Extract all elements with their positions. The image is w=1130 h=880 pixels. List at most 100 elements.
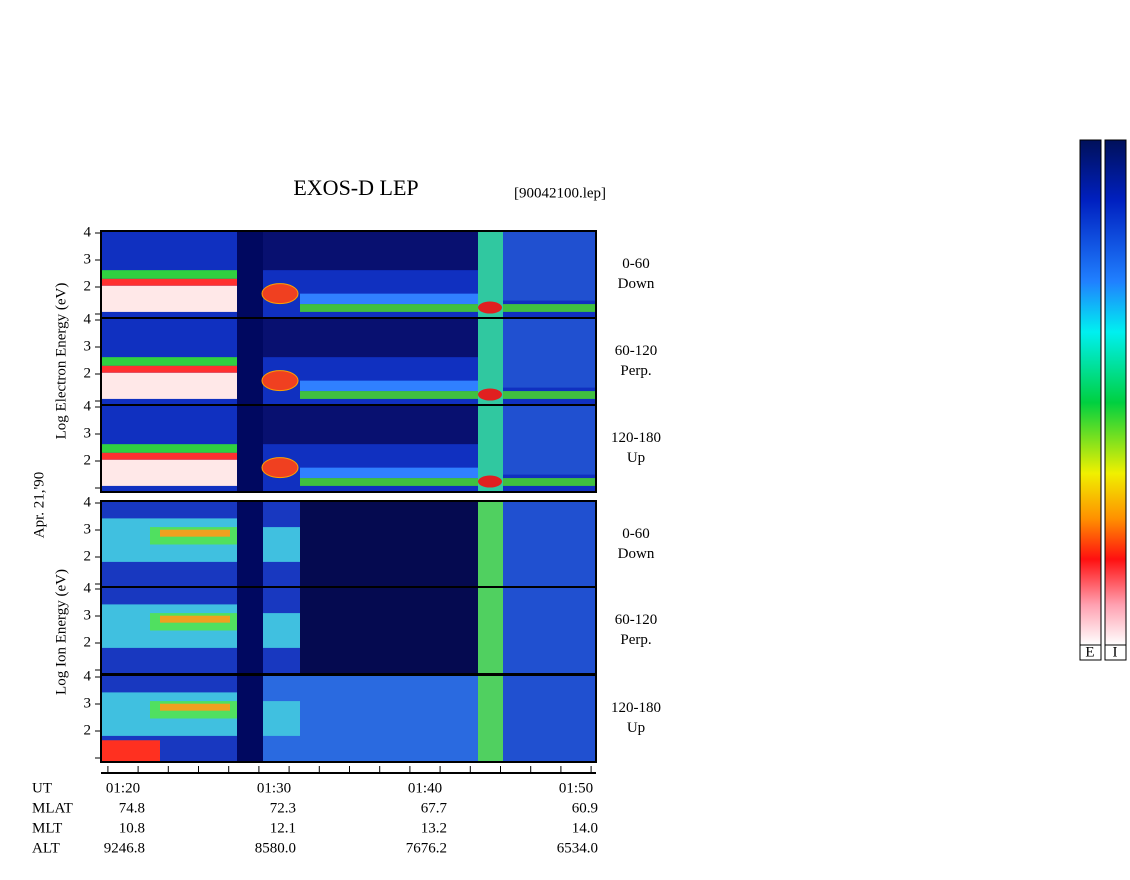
row-label: MLAT xyxy=(32,800,73,816)
spectrogram-region xyxy=(101,444,237,453)
time-label: 01:30 xyxy=(257,780,291,796)
spectrogram-region xyxy=(101,452,237,460)
colorbar-label: E xyxy=(1085,644,1094,660)
row-label: ALT xyxy=(32,840,60,856)
orbit-value: 12.1 xyxy=(270,820,296,836)
y-tick-label: 2 xyxy=(84,278,92,294)
spectrogram-region xyxy=(503,675,596,762)
spectrogram-region xyxy=(101,357,237,366)
date-label: Apr. 21,'90 xyxy=(31,472,47,538)
spectrogram-region xyxy=(478,501,503,588)
panel-direction: Down xyxy=(618,546,655,562)
spectrogram-region xyxy=(101,285,237,312)
panel-range: 120-180 xyxy=(611,430,661,446)
y-tick-label: 2 xyxy=(84,365,92,381)
spectrogram-region xyxy=(300,478,596,486)
spectrogram-region xyxy=(300,304,596,312)
y-tick-label: 2 xyxy=(84,634,92,650)
y-tick-label: 3 xyxy=(84,695,92,711)
spectrogram-region xyxy=(237,501,263,588)
spectrogram-region xyxy=(240,405,478,445)
orbit-value: 72.3 xyxy=(270,800,296,816)
ion-axis-label: Log Ion Energy (eV) xyxy=(53,569,69,695)
spectrogram-region xyxy=(160,529,230,537)
spectrogram-region xyxy=(237,675,263,762)
title: EXOS-D LEP xyxy=(293,175,418,200)
spectrogram-region xyxy=(478,675,503,762)
orbit-value: 10.8 xyxy=(119,820,145,836)
y-tick-label: 4 xyxy=(84,668,92,684)
spectrogram-region xyxy=(478,301,502,314)
time-label: 01:40 xyxy=(408,780,442,796)
time-label: 01:20 xyxy=(106,780,140,796)
spectrogram-region xyxy=(503,318,596,388)
panel-direction: Up xyxy=(627,450,645,466)
file-name: [90042100.lep] xyxy=(514,185,606,201)
panel-range: 0-60 xyxy=(622,526,650,542)
spectrogram-region xyxy=(503,587,596,674)
orbit-value: 74.8 xyxy=(119,800,145,816)
spectrogram-region xyxy=(101,270,237,279)
colorbar-label-box xyxy=(1104,644,1127,661)
panel-direction: Down xyxy=(618,276,655,292)
spectrogram-region xyxy=(237,318,263,405)
spectrogram-region xyxy=(237,587,263,674)
spectrogram-region xyxy=(300,380,478,392)
orbit-value: 67.7 xyxy=(421,800,448,816)
orbit-value: 14.0 xyxy=(572,820,598,836)
y-tick-label: 2 xyxy=(84,722,92,738)
spectrogram-region xyxy=(101,740,160,762)
panel-frame xyxy=(100,404,597,493)
y-tick-label: 4 xyxy=(84,494,92,510)
spectrogram-region xyxy=(300,391,596,399)
spectrogram-region xyxy=(478,475,502,488)
spectrogram-region xyxy=(300,501,478,588)
colorbar-label: I xyxy=(1113,644,1118,660)
spectrogram-region xyxy=(101,459,237,486)
orbit-value: 6534.0 xyxy=(557,840,598,856)
panel-range: 0-60 xyxy=(622,256,650,272)
spectrogram-region xyxy=(263,701,300,736)
orbit-value: 9246.8 xyxy=(104,840,145,856)
spectrogram-region xyxy=(237,231,263,318)
spectrogram-region xyxy=(261,457,299,479)
y-tick-label: 3 xyxy=(84,607,92,623)
spectrogram-region xyxy=(160,703,230,711)
spectrogram-region xyxy=(261,283,299,305)
panel-range: 60-120 xyxy=(615,343,658,359)
y-tick-label: 3 xyxy=(84,425,92,441)
orbit-value: 60.9 xyxy=(572,800,598,816)
spectrogram-region xyxy=(503,405,596,475)
panel-direction: Perp. xyxy=(620,632,651,648)
spectrogram-region xyxy=(503,231,596,301)
y-tick-label: 4 xyxy=(84,580,92,596)
panel-range: 60-120 xyxy=(615,612,658,628)
spectrogram-region xyxy=(240,231,478,271)
colorbar xyxy=(1104,139,1127,646)
spectrogram-region xyxy=(263,527,300,562)
y-tick-label: 3 xyxy=(84,251,92,267)
y-tick-label: 4 xyxy=(84,311,92,327)
y-tick-label: 3 xyxy=(84,338,92,354)
spectrogram-region xyxy=(478,388,502,401)
panel-direction: Up xyxy=(627,720,645,736)
spectrogram-region xyxy=(101,278,237,286)
time-label: 01:50 xyxy=(559,780,593,796)
y-tick-label: 4 xyxy=(84,398,92,414)
orbit-value: 8580.0 xyxy=(255,840,296,856)
spectrogram-region xyxy=(261,370,299,392)
panel-direction: Perp. xyxy=(620,363,651,379)
spectrogram-region xyxy=(300,467,478,479)
row-label: MLT xyxy=(32,820,62,836)
y-tick-label: 3 xyxy=(84,521,92,537)
y-tick-label: 4 xyxy=(84,224,92,240)
colorbar xyxy=(1079,139,1102,646)
spectrogram-region xyxy=(263,613,300,648)
y-tick-label: 2 xyxy=(84,548,92,564)
spectrogram-region xyxy=(503,501,596,588)
spectrogram-region xyxy=(240,318,478,358)
row-label: UT xyxy=(32,780,52,796)
spectrogram-region xyxy=(478,587,503,674)
colorbar-label-box xyxy=(1079,644,1102,661)
